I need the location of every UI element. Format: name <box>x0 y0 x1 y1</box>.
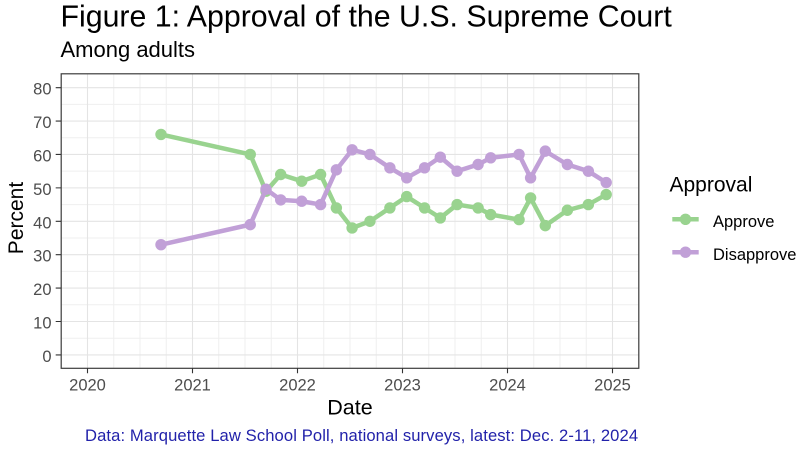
svg-text:10: 10 <box>33 314 51 332</box>
svg-text:Figure 1: Approval of the U.S.: Figure 1: Approval of the U.S. Supreme C… <box>61 1 673 34</box>
svg-text:Disapprove: Disapprove <box>713 246 796 264</box>
svg-text:2023: 2023 <box>384 376 421 394</box>
svg-text:20: 20 <box>33 281 51 299</box>
svg-text:2025: 2025 <box>594 376 631 394</box>
svg-text:50: 50 <box>33 181 51 199</box>
svg-text:2021: 2021 <box>174 376 211 394</box>
svg-text:Approval: Approval <box>670 173 753 196</box>
svg-text:60: 60 <box>33 147 51 165</box>
svg-text:Date: Date <box>327 396 372 420</box>
svg-text:2022: 2022 <box>279 376 316 394</box>
svg-text:2024: 2024 <box>489 376 526 394</box>
svg-text:2020: 2020 <box>69 376 106 394</box>
svg-text:Data: Marquette Law School Pol: Data: Marquette Law School Poll, nationa… <box>85 426 638 445</box>
svg-text:80: 80 <box>33 81 51 99</box>
svg-text:0: 0 <box>42 348 51 366</box>
svg-text:Approve: Approve <box>713 213 774 231</box>
svg-text:Percent: Percent <box>5 182 28 255</box>
svg-text:70: 70 <box>33 114 51 132</box>
svg-text:40: 40 <box>33 214 51 232</box>
svg-text:Among adults: Among adults <box>61 37 196 62</box>
svg-text:30: 30 <box>33 248 51 266</box>
